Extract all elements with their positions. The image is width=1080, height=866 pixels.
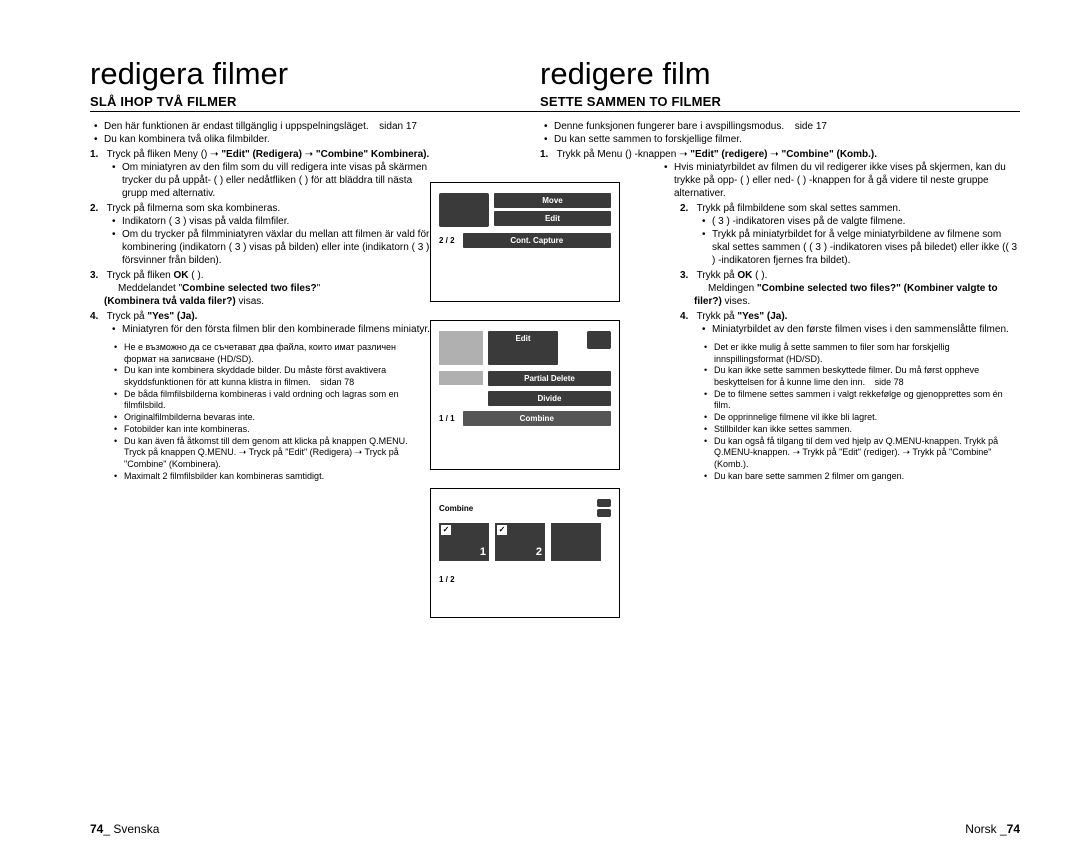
screen-1: Move Edit 2 / 2 Cont. Capture	[430, 182, 620, 302]
footer-right: Norsk _74	[965, 822, 1020, 836]
left-step-2-sub: Indikatorn ( 3 ) visas på valda filmfile…	[122, 215, 430, 228]
screen1-counter: 2 / 2	[439, 236, 455, 245]
right-step-2-sub: Trykk på miniatyrbildet for å velge mini…	[712, 228, 1020, 267]
right-note: Du kan også få tilgang til dem ved hjelp…	[714, 436, 1020, 471]
left-note: Не е възможно да се съчетават два файла,…	[124, 342, 430, 365]
left-step-1: 1. Tryck på fliken Meny () ➝ "Edit" (Red…	[104, 148, 430, 200]
menu-edit: Edit	[494, 211, 611, 226]
section-heading-left: SLÅ IHOP TVÅ FILMER	[90, 94, 540, 112]
right-step-4: 4. Trykk på "Yes" (Ja). Miniatyrbildet a…	[694, 310, 1020, 482]
check-icon: ✓	[497, 525, 507, 535]
footer-left: 74_ Svenska	[90, 822, 159, 836]
left-note: Originalfilmbilderna bevaras inte.	[124, 412, 430, 424]
left-step-2: 2. Tryck på filmerna som ska kombineras.…	[104, 202, 430, 267]
left-step-4-sub: Miniatyren för den första filmen blir de…	[122, 323, 430, 336]
check-icon: ✓	[441, 525, 451, 535]
screen-2: Edit Partial Delete Divide 1 / 1 Combine	[430, 320, 620, 470]
right-step-4-sub: Miniatyrbildet av den første filmen vise…	[712, 323, 1020, 336]
left-note: Du kan även få åtkomst till dem genom at…	[124, 436, 430, 471]
combine-label: Combine	[439, 504, 473, 513]
right-bullet: Denne funksjonen fungerer bare i avspill…	[554, 120, 1020, 133]
right-step-1-sub: Hvis miniatyrbildet av filmen du vil red…	[674, 161, 1020, 200]
right-note: De opprinnelige filmene vil ikke bli lag…	[714, 412, 1020, 424]
device-screens: Move Edit 2 / 2 Cont. Capture Edit Parti…	[430, 182, 620, 618]
menu-edit2: Edit	[488, 331, 558, 365]
section-heading-right: SETTE SAMMEN TO FILMER	[540, 94, 1020, 112]
page-title-right: redigere film	[540, 56, 1020, 92]
right-note: De to filmene settes sammen i valgt rekk…	[714, 389, 1020, 412]
right-step-2: 2. Trykk på filmbildene som skal settes …	[694, 202, 1020, 267]
right-note: Du kan ikke sette sammen beskyttede film…	[714, 365, 1020, 388]
menu-move: Move	[494, 193, 611, 208]
screen3-counter: 1 / 2	[439, 575, 455, 584]
left-bullet: Du kan kombinera två olika filmbilder.	[104, 133, 430, 146]
combine-cell-empty	[551, 523, 601, 561]
left-note: De båda filmfilsbilderna kombineras i va…	[124, 389, 430, 412]
left-note: Du kan inte kombinera skyddade bilder. D…	[124, 365, 430, 388]
right-step-2-sub: ( 3 ) -indikatoren vises på de valgte fi…	[712, 215, 1020, 228]
left-step-2-sub: Om du trycker på filmminiatyren växlar d…	[122, 228, 430, 267]
menu-partial-delete: Partial Delete	[488, 371, 611, 386]
left-note: Fotobilder kan inte kombineras.	[124, 424, 430, 436]
screen-3: Combine ✓ 1 ✓ 2 1 / 2	[430, 488, 620, 618]
left-body: Den här funktionen är endast tillgänglig…	[90, 120, 430, 482]
right-note: Stillbilder kan ikke settes sammen.	[714, 424, 1020, 436]
menu-divide: Divide	[488, 391, 611, 406]
screen2-counter: 1 / 1	[439, 414, 455, 423]
right-note: Det er ikke mulig å sette sammen to file…	[714, 342, 1020, 365]
right-note: Du kan bare sette sammen 2 filmer om gan…	[714, 471, 1020, 483]
left-step-1-sub: Om miniatyren av den film som du vill re…	[122, 161, 430, 200]
left-step-3: 3. Tryck på fliken OK ( ). Meddelandet "…	[104, 269, 430, 308]
left-bullet: Den här funktionen är endast tillgänglig…	[104, 120, 430, 133]
left-note: Maximalt 2 filmfilsbilder kan kombineras…	[124, 471, 430, 483]
right-step-1: 1. Trykk på Menu () -knappen ➝ "Edit" (r…	[554, 148, 1020, 200]
right-bullet: Du kan sette sammen to forskjellige film…	[554, 133, 1020, 146]
right-step-3: 3. Trykk på OK ( ). Meldingen "Combine s…	[694, 269, 1020, 308]
left-step-4: 4. Tryck på "Yes" (Ja). Miniatyren för d…	[104, 310, 430, 482]
combine-cell-1: ✓ 1	[439, 523, 489, 561]
menu-combine: Combine	[463, 411, 611, 426]
page-title-left: redigera filmer	[90, 56, 540, 92]
menu-cont-capture: Cont. Capture	[463, 233, 611, 248]
combine-cell-2: ✓ 2	[495, 523, 545, 561]
